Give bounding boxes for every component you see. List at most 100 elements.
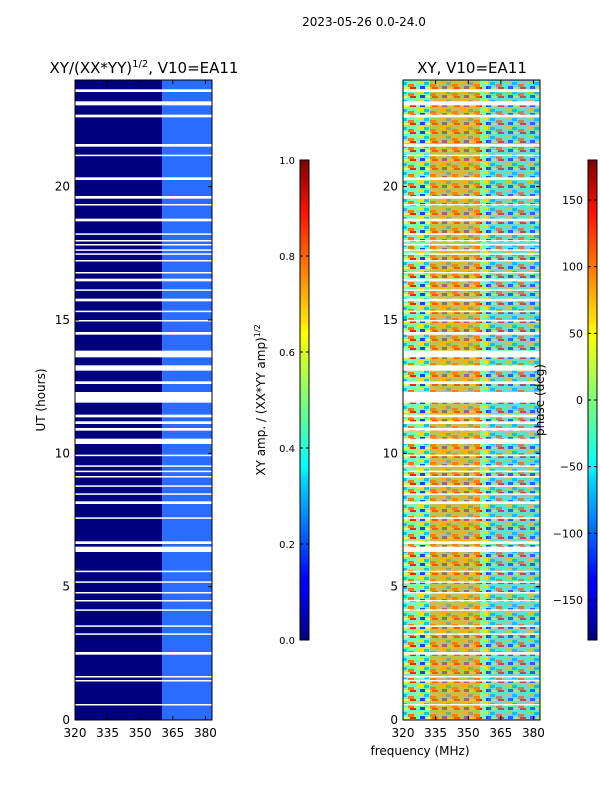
amplitude-gap-3 bbox=[75, 144, 212, 147]
amplitude-gap-16 bbox=[75, 278, 212, 282]
phase-gap-18 bbox=[403, 298, 540, 302]
amplitude-colorbar-ticks: 0.0 0.2 0.4 0.6 0.8 1.0 bbox=[279, 156, 309, 647]
phase-gap-6 bbox=[403, 196, 540, 199]
phase-ytick-label-15: 15 bbox=[383, 313, 398, 327]
phase-cb-tick-label-4: 50 bbox=[569, 327, 583, 340]
amplitude-gap-32 bbox=[75, 470, 212, 473]
phase-gap-31 bbox=[403, 465, 540, 467]
figure-suptitle: 2023-05-26 0.0-24.0 bbox=[302, 15, 426, 29]
amplitude-gap-33 bbox=[75, 476, 212, 478]
amplitude-gap-17 bbox=[75, 289, 212, 291]
phase-gap-14 bbox=[403, 260, 540, 262]
amplitude-gap-11 bbox=[75, 244, 212, 246]
phase-gap-45 bbox=[403, 625, 540, 627]
panel-amplitude: XY/(XX*YY)1/2, V10=EA11 320 335 350 365 380 … bbox=[34, 59, 238, 740]
amplitude-gap-9 bbox=[75, 233, 212, 235]
amplitude-gap-37 bbox=[75, 517, 212, 519]
amplitude-xtick-label-335: 335 bbox=[96, 726, 119, 740]
amplitude-cb-tick-label-0: 0.0 bbox=[279, 636, 295, 647]
amplitude-ytick-label-0: 0 bbox=[62, 713, 70, 727]
amplitude-xtick-label-350: 350 bbox=[129, 726, 152, 740]
phase-gap-49 bbox=[403, 680, 540, 682]
amplitude-cb-tick-label-5: 1.0 bbox=[279, 156, 295, 167]
amplitude-gap-8 bbox=[75, 218, 212, 222]
phase-gap-32 bbox=[403, 470, 540, 473]
amplitude-gap-40 bbox=[75, 570, 212, 573]
amplitude-gap-41 bbox=[75, 581, 212, 583]
phase-cb-tick-label-1: −100 bbox=[553, 527, 583, 540]
phase-gap-15 bbox=[403, 272, 540, 274]
panel-phase-title: XY, V10=EA11 bbox=[417, 59, 527, 77]
phase-gap-8 bbox=[403, 218, 540, 222]
amplitude-gap-31 bbox=[75, 465, 212, 467]
phase-ytick-label-10: 10 bbox=[383, 446, 398, 460]
amplitude-colorbar: 0.0 0.2 0.4 0.6 0.8 1.0 XY amp. / (XX*YY amp)… bbox=[253, 156, 310, 647]
phase-gap-20 bbox=[403, 320, 540, 322]
amplitude-ytick-label-5: 5 bbox=[62, 580, 70, 594]
amplitude-gap-19 bbox=[75, 310, 212, 313]
phase-x-axis: 320 335 350 365 380 bbox=[392, 80, 545, 740]
amplitude-gap-24 bbox=[75, 381, 212, 384]
amplitude-gap-7 bbox=[75, 204, 212, 206]
phase-gap-41 bbox=[403, 581, 540, 583]
phase-gap-42 bbox=[403, 592, 540, 594]
phase-gap-19 bbox=[403, 310, 540, 313]
amplitude-colorbar-bar bbox=[299, 159, 310, 641]
phase-gap-50 bbox=[403, 704, 540, 706]
amplitude-gap-44 bbox=[75, 609, 212, 611]
phase-gap-38 bbox=[403, 541, 540, 544]
phase-gap-33 bbox=[403, 476, 540, 478]
phase-cb-tick-label-0: −150 bbox=[553, 594, 583, 607]
amplitude-gap-43 bbox=[75, 600, 212, 602]
amplitude-colorbar-label: XY amp. / (XX*YY amp)1/2 bbox=[253, 324, 268, 475]
phase-gap-10 bbox=[403, 240, 540, 242]
amplitude-gap-5 bbox=[75, 177, 212, 180]
amplitude-gap-10 bbox=[75, 240, 212, 242]
amplitude-gap-28 bbox=[75, 428, 212, 431]
amplitude-gap-46 bbox=[75, 633, 212, 635]
amplitude-gap-39 bbox=[75, 546, 212, 552]
phase-xtick-label-320: 320 bbox=[392, 726, 415, 740]
phase-gap-24 bbox=[403, 381, 540, 384]
amplitude-gap-47 bbox=[75, 652, 212, 655]
amplitude-frame bbox=[74, 79, 213, 721]
phase-xlabel: frequency (MHz) bbox=[370, 744, 469, 758]
amplitude-gap-48 bbox=[75, 676, 212, 678]
amplitude-gap-38 bbox=[75, 541, 212, 544]
amplitude-gap-20 bbox=[75, 320, 212, 322]
amplitude-gap-12 bbox=[75, 249, 212, 251]
amplitude-y-axis: 0 5 10 15 20 bbox=[55, 180, 212, 727]
phase-gap-26 bbox=[403, 414, 540, 418]
phase-gap-37 bbox=[403, 517, 540, 519]
phase-colorbar-label: phase (deg) bbox=[533, 364, 547, 436]
amplitude-gap-0 bbox=[75, 89, 212, 92]
amplitude-cb-tick-label-3: 0.6 bbox=[279, 348, 295, 359]
phase-frame bbox=[402, 79, 541, 721]
phase-gap-23 bbox=[403, 365, 540, 371]
phase-colorbar: −150 −100 −50 0 50 100 150 phase (deg) bbox=[533, 159, 598, 641]
phase-gap-13 bbox=[403, 253, 540, 255]
phase-gap-9 bbox=[403, 233, 540, 235]
phase-gap-48 bbox=[403, 676, 540, 678]
phase-gap-11 bbox=[403, 244, 540, 246]
phase-gap-29 bbox=[403, 438, 540, 444]
amplitude-gap-2 bbox=[75, 114, 212, 118]
phase-gap-0 bbox=[403, 89, 540, 92]
phase-cb-tick-label-3: 0 bbox=[576, 394, 583, 407]
amplitude-gap-34 bbox=[75, 485, 212, 487]
panel-amplitude-title: XY/(XX*YY)1/2, V10=EA11 bbox=[50, 59, 239, 77]
phase-gap-16 bbox=[403, 278, 540, 282]
phase-flagged-gaps bbox=[403, 89, 540, 706]
amplitude-gap-18 bbox=[75, 298, 212, 302]
amplitude-ylabel: UT (hours) bbox=[34, 368, 48, 431]
amplitude-gap-36 bbox=[75, 501, 212, 504]
amplitude-gap-4 bbox=[75, 154, 212, 157]
amplitude-gap-15 bbox=[75, 272, 212, 274]
amplitude-gap-50 bbox=[75, 704, 212, 706]
phase-cb-tick-label-5: 100 bbox=[562, 261, 583, 274]
amplitude-ytick-label-20: 20 bbox=[55, 180, 70, 194]
amplitude-ytick-label-10: 10 bbox=[55, 446, 70, 460]
phase-gap-28 bbox=[403, 428, 540, 431]
phase-gap-4 bbox=[403, 154, 540, 157]
